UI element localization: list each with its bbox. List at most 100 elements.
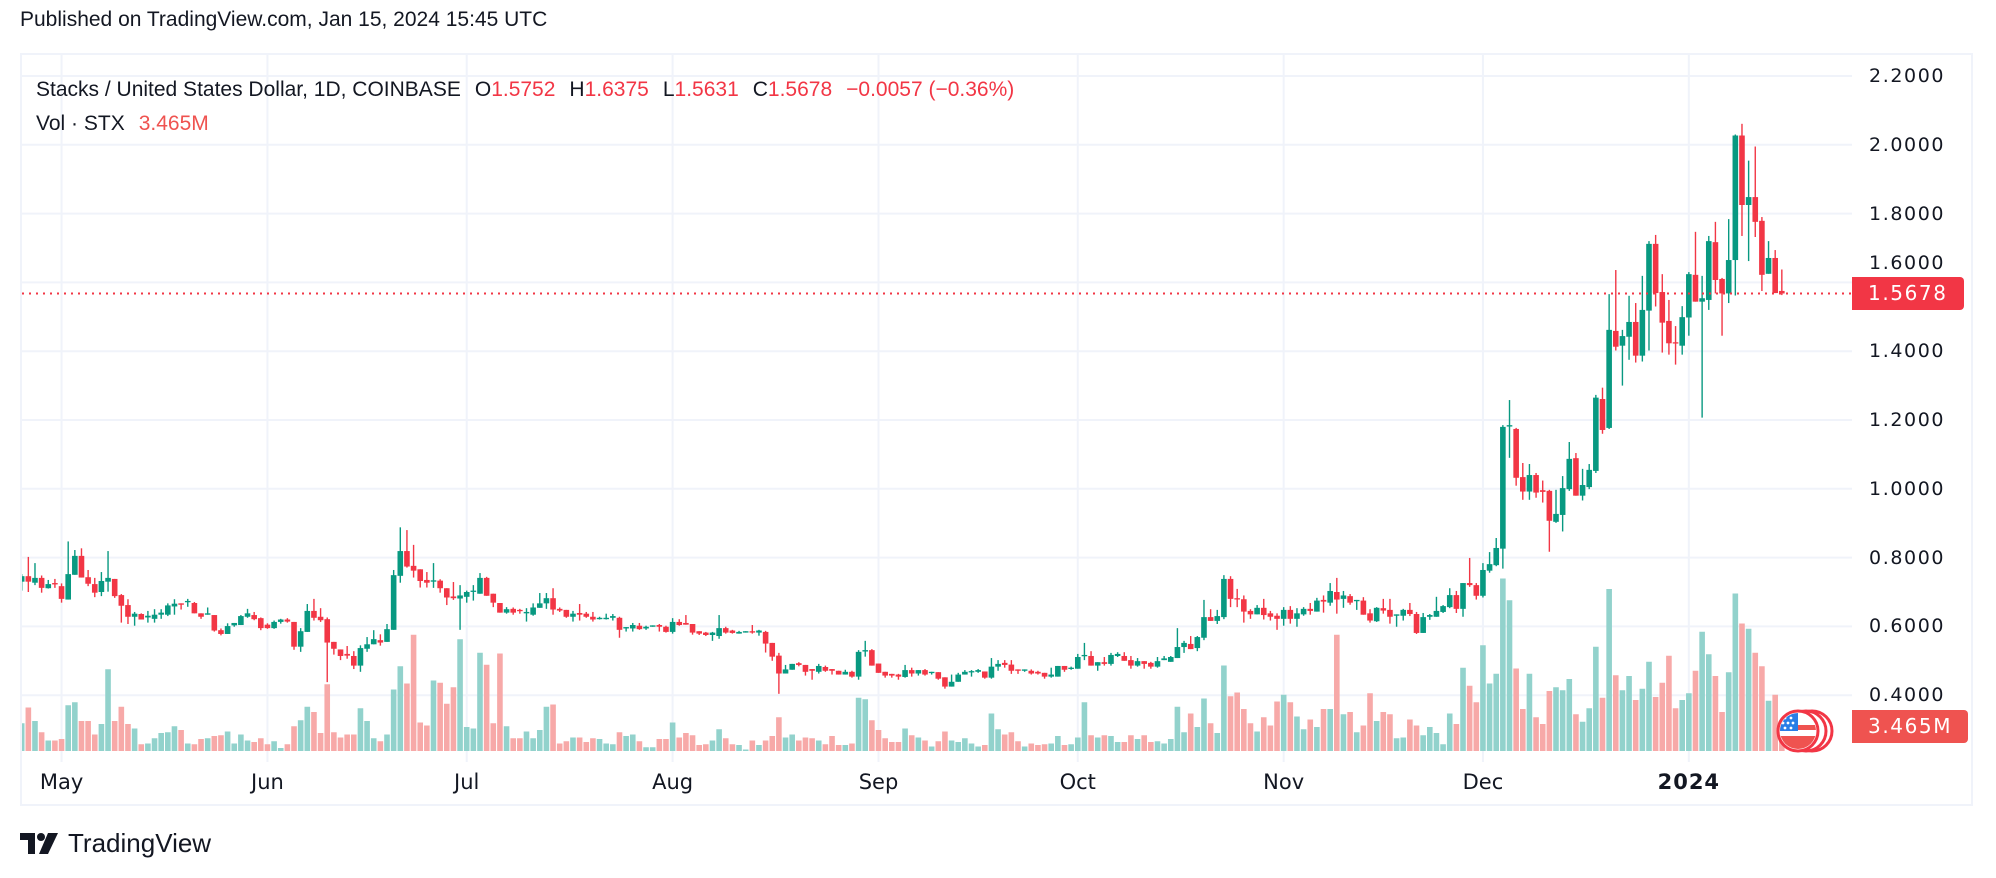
candle[interactable]	[1074, 653, 1081, 669]
candle[interactable]	[1460, 583, 1466, 617]
candle[interactable]	[1745, 160, 1752, 262]
candle[interactable]	[1035, 670, 1041, 675]
candle[interactable]	[1387, 598, 1393, 624]
candle[interactable]	[762, 630, 769, 653]
candle[interactable]	[1725, 219, 1732, 304]
candle[interactable]	[928, 671, 935, 675]
candle[interactable]	[596, 616, 603, 620]
candle[interactable]	[463, 590, 470, 603]
candle[interactable]	[1134, 658, 1141, 667]
candle[interactable]	[1632, 303, 1639, 363]
candle[interactable]	[835, 670, 842, 675]
candle[interactable]	[1506, 400, 1513, 458]
candle[interactable]	[65, 541, 71, 600]
candle[interactable]	[1068, 666, 1074, 670]
candle[interactable]	[722, 626, 729, 634]
candle[interactable]	[85, 569, 91, 587]
candle[interactable]	[1294, 608, 1300, 627]
candle[interactable]	[570, 610, 576, 622]
candle[interactable]	[145, 610, 151, 623]
candle[interactable]	[1599, 387, 1606, 434]
candle[interactable]	[258, 617, 264, 631]
candle[interactable]	[1194, 636, 1201, 652]
candle[interactable]	[1320, 595, 1327, 613]
candle[interactable]	[1440, 605, 1446, 613]
candle[interactable]	[324, 617, 331, 683]
candle[interactable]	[1300, 607, 1307, 616]
candle[interactable]	[556, 607, 563, 612]
candle[interactable]	[377, 634, 384, 646]
candle[interactable]	[497, 603, 503, 613]
candle[interactable]	[1679, 306, 1685, 355]
candle[interactable]	[165, 603, 171, 617]
candle[interactable]	[450, 582, 457, 600]
candle[interactable]	[1008, 660, 1015, 674]
candle[interactable]	[1686, 272, 1692, 336]
candle[interactable]	[1539, 480, 1546, 503]
candle[interactable]	[802, 664, 809, 676]
candle[interactable]	[1088, 651, 1094, 666]
candle[interactable]	[1593, 394, 1599, 473]
candle[interactable]	[38, 575, 45, 593]
candle[interactable]	[1765, 241, 1772, 274]
candle[interactable]	[238, 615, 244, 626]
candle[interactable]	[1101, 657, 1108, 666]
us-flag-icon[interactable]	[1772, 705, 1834, 757]
candle[interactable]	[1207, 609, 1214, 621]
candle[interactable]	[370, 630, 377, 645]
candle[interactable]	[550, 588, 556, 615]
candle[interactable]	[1221, 575, 1227, 620]
candle[interactable]	[1732, 134, 1739, 296]
candle[interactable]	[1553, 489, 1559, 523]
candle[interactable]	[922, 669, 928, 676]
candle[interactable]	[483, 576, 490, 596]
candle[interactable]	[1692, 231, 1699, 302]
candle[interactable]	[809, 669, 815, 680]
candle[interactable]	[204, 607, 211, 615]
candle[interactable]	[1353, 599, 1360, 610]
candle[interactable]	[424, 572, 430, 588]
candle[interactable]	[1314, 597, 1320, 612]
candle[interactable]	[815, 663, 822, 674]
candle[interactable]	[1779, 269, 1785, 296]
candle[interactable]	[1274, 613, 1280, 630]
candle[interactable]	[1413, 611, 1420, 634]
candle[interactable]	[636, 622, 643, 630]
candle[interactable]	[19, 574, 25, 591]
candle[interactable]	[231, 622, 238, 627]
candle[interactable]	[796, 662, 802, 667]
candle[interactable]	[125, 599, 131, 624]
candle[interactable]	[1055, 665, 1061, 677]
candle[interactable]	[1360, 597, 1367, 615]
candle[interactable]	[1739, 123, 1745, 236]
candle[interactable]	[244, 608, 251, 618]
candle[interactable]	[52, 578, 58, 588]
candle[interactable]	[72, 550, 78, 575]
candle[interactable]	[1015, 669, 1021, 674]
candle[interactable]	[1327, 583, 1333, 606]
candle[interactable]	[284, 618, 291, 623]
candle[interactable]	[351, 651, 357, 670]
candle[interactable]	[311, 598, 317, 621]
candle[interactable]	[457, 585, 463, 630]
candle[interactable]	[430, 563, 437, 588]
candle[interactable]	[1573, 453, 1579, 496]
candle[interactable]	[58, 583, 65, 603]
candle[interactable]	[211, 615, 218, 632]
candle[interactable]	[1260, 598, 1267, 620]
candle[interactable]	[198, 613, 204, 619]
candle[interactable]	[1712, 221, 1719, 294]
candle[interactable]	[1128, 655, 1134, 669]
candle[interactable]	[1533, 472, 1539, 498]
candle[interactable]	[643, 625, 649, 630]
candle[interactable]	[437, 579, 443, 593]
candle[interactable]	[968, 670, 975, 677]
candle[interactable]	[1546, 489, 1553, 552]
candle[interactable]	[443, 588, 450, 606]
candle[interactable]	[656, 623, 663, 632]
candle[interactable]	[829, 669, 835, 675]
candle[interactable]	[1041, 672, 1048, 679]
candle[interactable]	[331, 641, 337, 655]
candle[interactable]	[477, 573, 483, 594]
candle[interactable]	[390, 569, 397, 630]
